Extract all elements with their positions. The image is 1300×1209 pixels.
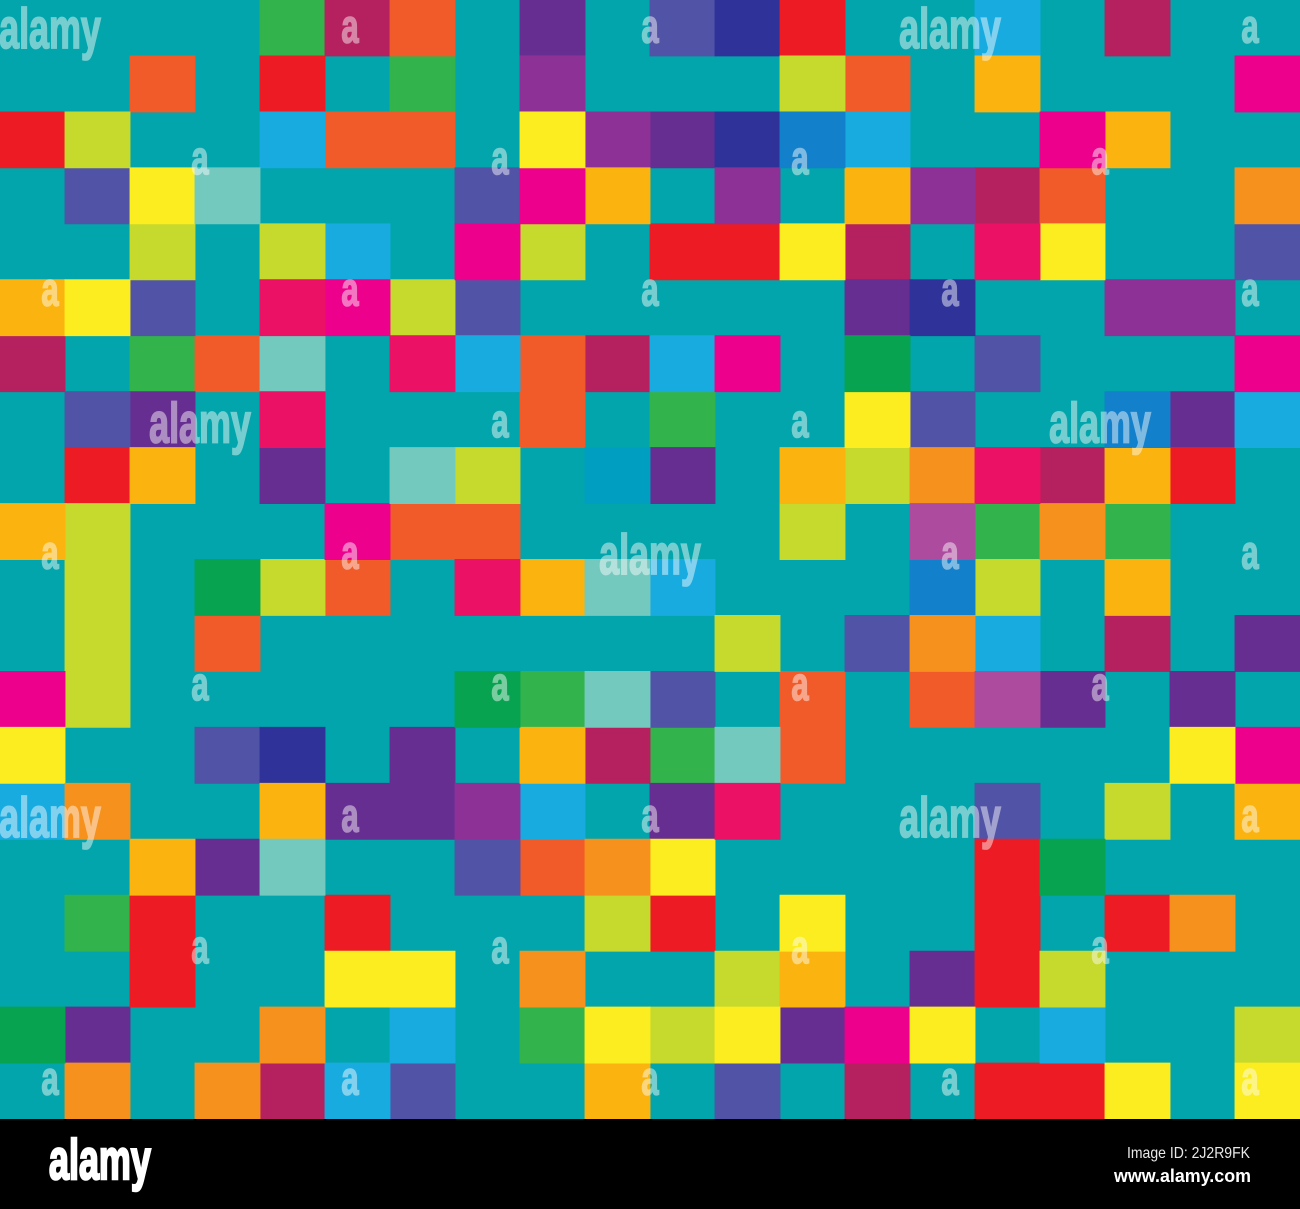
svg-text:a: a <box>1091 922 1109 974</box>
svg-text:a: a <box>791 922 809 974</box>
svg-text:a: a <box>41 264 59 316</box>
svg-text:alamy: alamy <box>0 787 101 850</box>
svg-text:a: a <box>341 264 359 316</box>
svg-text:alamy: alamy <box>599 524 701 587</box>
svg-text:a: a <box>1241 1053 1259 1105</box>
svg-text:a: a <box>1241 264 1259 316</box>
svg-text:a: a <box>491 396 509 448</box>
svg-text:alamy: alamy <box>149 392 251 455</box>
svg-text:alamy: alamy <box>0 0 101 61</box>
svg-text:alamy: alamy <box>49 1129 151 1192</box>
svg-text:a: a <box>41 1053 59 1105</box>
svg-text:a: a <box>191 659 209 711</box>
svg-text:a: a <box>941 264 959 316</box>
svg-text:a: a <box>491 133 509 185</box>
svg-text:a: a <box>1091 659 1109 711</box>
svg-text:a: a <box>641 264 659 316</box>
svg-text:a: a <box>1241 790 1259 842</box>
svg-text:alamy: alamy <box>899 787 1001 850</box>
svg-text:a: a <box>341 790 359 842</box>
svg-text:a: a <box>191 133 209 185</box>
svg-text:a: a <box>641 1 659 53</box>
svg-text:a: a <box>341 1 359 53</box>
svg-text:a: a <box>1091 133 1109 185</box>
svg-text:alamy: alamy <box>899 0 1001 61</box>
svg-text:a: a <box>191 922 209 974</box>
svg-text:a: a <box>791 133 809 185</box>
svg-text:a: a <box>641 790 659 842</box>
svg-text:alamy: alamy <box>1049 392 1151 455</box>
svg-text:a: a <box>941 1053 959 1105</box>
svg-text:a: a <box>341 527 359 579</box>
svg-text:www.alamy.com: www.alamy.com <box>1113 1166 1251 1186</box>
svg-text:a: a <box>341 1053 359 1105</box>
svg-text:a: a <box>491 659 509 711</box>
svg-text:a: a <box>1241 1 1259 53</box>
svg-text:a: a <box>41 527 59 579</box>
svg-text:a: a <box>791 396 809 448</box>
svg-text:a: a <box>641 1053 659 1105</box>
svg-text:Image ID: 2J2R9FK: Image ID: 2J2R9FK <box>1127 1145 1250 1162</box>
svg-text:a: a <box>1241 527 1259 579</box>
svg-text:a: a <box>941 527 959 579</box>
svg-text:a: a <box>791 659 809 711</box>
svg-text:a: a <box>491 922 509 974</box>
